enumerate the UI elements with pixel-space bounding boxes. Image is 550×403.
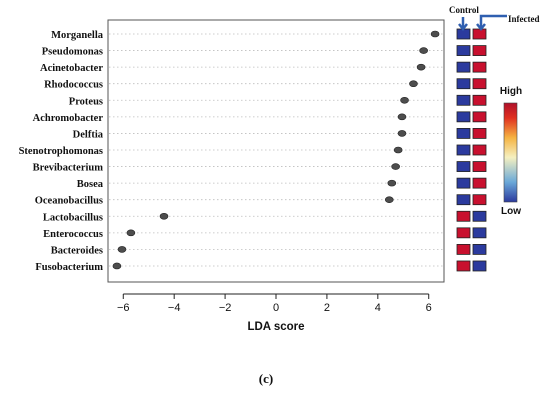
control-abundance-cell (456, 260, 471, 272)
abundance-heatmap (456, 28, 487, 272)
infected-abundance-cell (472, 28, 487, 40)
taxon-label: Oceanobacillus (35, 196, 103, 207)
taxon-labels: Morganella Pseudomonas Acinetobacter Rhodoc… (19, 30, 104, 273)
lda-point (391, 163, 400, 170)
infected-abundance-cell (472, 177, 487, 189)
taxon-label: Achromobacter (33, 113, 104, 124)
control-group-label: Control (449, 5, 479, 15)
control-abundance-cell (456, 45, 471, 56)
lda-point (400, 96, 409, 104)
x-axis: −6 −4 −2 0 2 4 6 (117, 293, 432, 314)
taxon-label: Morganella (51, 30, 104, 41)
lda-point (117, 246, 127, 253)
lda-point (397, 130, 407, 137)
taxon-label: Lactobacillus (43, 212, 103, 223)
infected-abundance-cell (472, 61, 487, 73)
control-abundance-cell (456, 61, 471, 73)
infected-abundance-cell (472, 78, 487, 90)
infected-abundance-cell (472, 144, 487, 156)
x-tick-label: −4 (168, 302, 181, 314)
plot-frame (107, 19, 445, 283)
infected-abundance-cell (472, 94, 487, 106)
infected-abundance-cell (472, 227, 487, 239)
control-abundance-cell (456, 210, 471, 222)
control-abundance-cell (456, 161, 471, 172)
lda-point (387, 179, 397, 187)
infected-abundance-cell (472, 128, 487, 139)
panel-label: (c) (259, 371, 273, 386)
x-tick-label: 4 (375, 302, 381, 314)
control-abundance-cell (456, 78, 471, 90)
grid-lines (109, 33, 443, 267)
x-axis-label: LDA score (247, 321, 304, 333)
taxon-label: Enterococcus (43, 229, 103, 240)
lda-point (430, 30, 440, 38)
x-tick-label: 2 (324, 302, 330, 314)
infected-group-label: Infected (508, 14, 540, 24)
lda-point (393, 146, 403, 154)
lda-point (126, 229, 136, 237)
colorbar-low-label: Low (501, 206, 521, 217)
lda-point (397, 113, 407, 121)
control-abundance-cell (456, 111, 471, 123)
lda-points (112, 30, 440, 270)
control-abundance-cell (456, 177, 471, 189)
taxon-label: Stenotrophomonas (19, 146, 103, 157)
infected-abundance-cell (472, 111, 487, 123)
control-abundance-cell (456, 94, 471, 106)
taxon-label: Fusobacterium (35, 262, 103, 273)
taxon-label: Pseudomonas (42, 47, 103, 58)
x-tick-label: −2 (219, 302, 232, 314)
infected-abundance-cell (472, 260, 487, 272)
control-abundance-cell (456, 194, 471, 206)
taxon-label: Bacteroides (51, 245, 103, 256)
lda-point (112, 262, 122, 270)
infected-arrow-icon (476, 14, 507, 32)
lda-point (419, 47, 428, 54)
infected-abundance-cell (472, 45, 487, 56)
taxon-label: Bosea (77, 179, 104, 190)
taxon-label: Brevibacterium (33, 163, 104, 174)
control-abundance-cell (456, 244, 471, 255)
lda-point (416, 63, 426, 71)
control-arrow-icon (458, 17, 468, 32)
x-tick-label: 0 (273, 302, 279, 314)
taxon-label: Proteus (69, 96, 103, 107)
control-abundance-cell (456, 227, 471, 239)
infected-abundance-cell (472, 210, 487, 222)
control-abundance-cell (456, 28, 471, 40)
infected-abundance-cell (472, 194, 487, 206)
lda-point (159, 212, 169, 220)
colorbar-high-label: High (500, 86, 522, 97)
lda-point (409, 80, 418, 88)
lda-point (384, 196, 394, 203)
colorbar (503, 102, 518, 203)
infected-abundance-cell (472, 244, 487, 255)
taxon-label: Acinetobacter (40, 63, 103, 74)
x-tick-label: −6 (117, 302, 130, 314)
control-abundance-cell (456, 144, 471, 156)
taxon-label: Delftia (73, 129, 104, 140)
x-tick-label: 6 (426, 302, 432, 314)
taxon-label: Rhodococcus (44, 80, 103, 91)
infected-abundance-cell (472, 161, 487, 172)
control-abundance-cell (456, 128, 471, 139)
